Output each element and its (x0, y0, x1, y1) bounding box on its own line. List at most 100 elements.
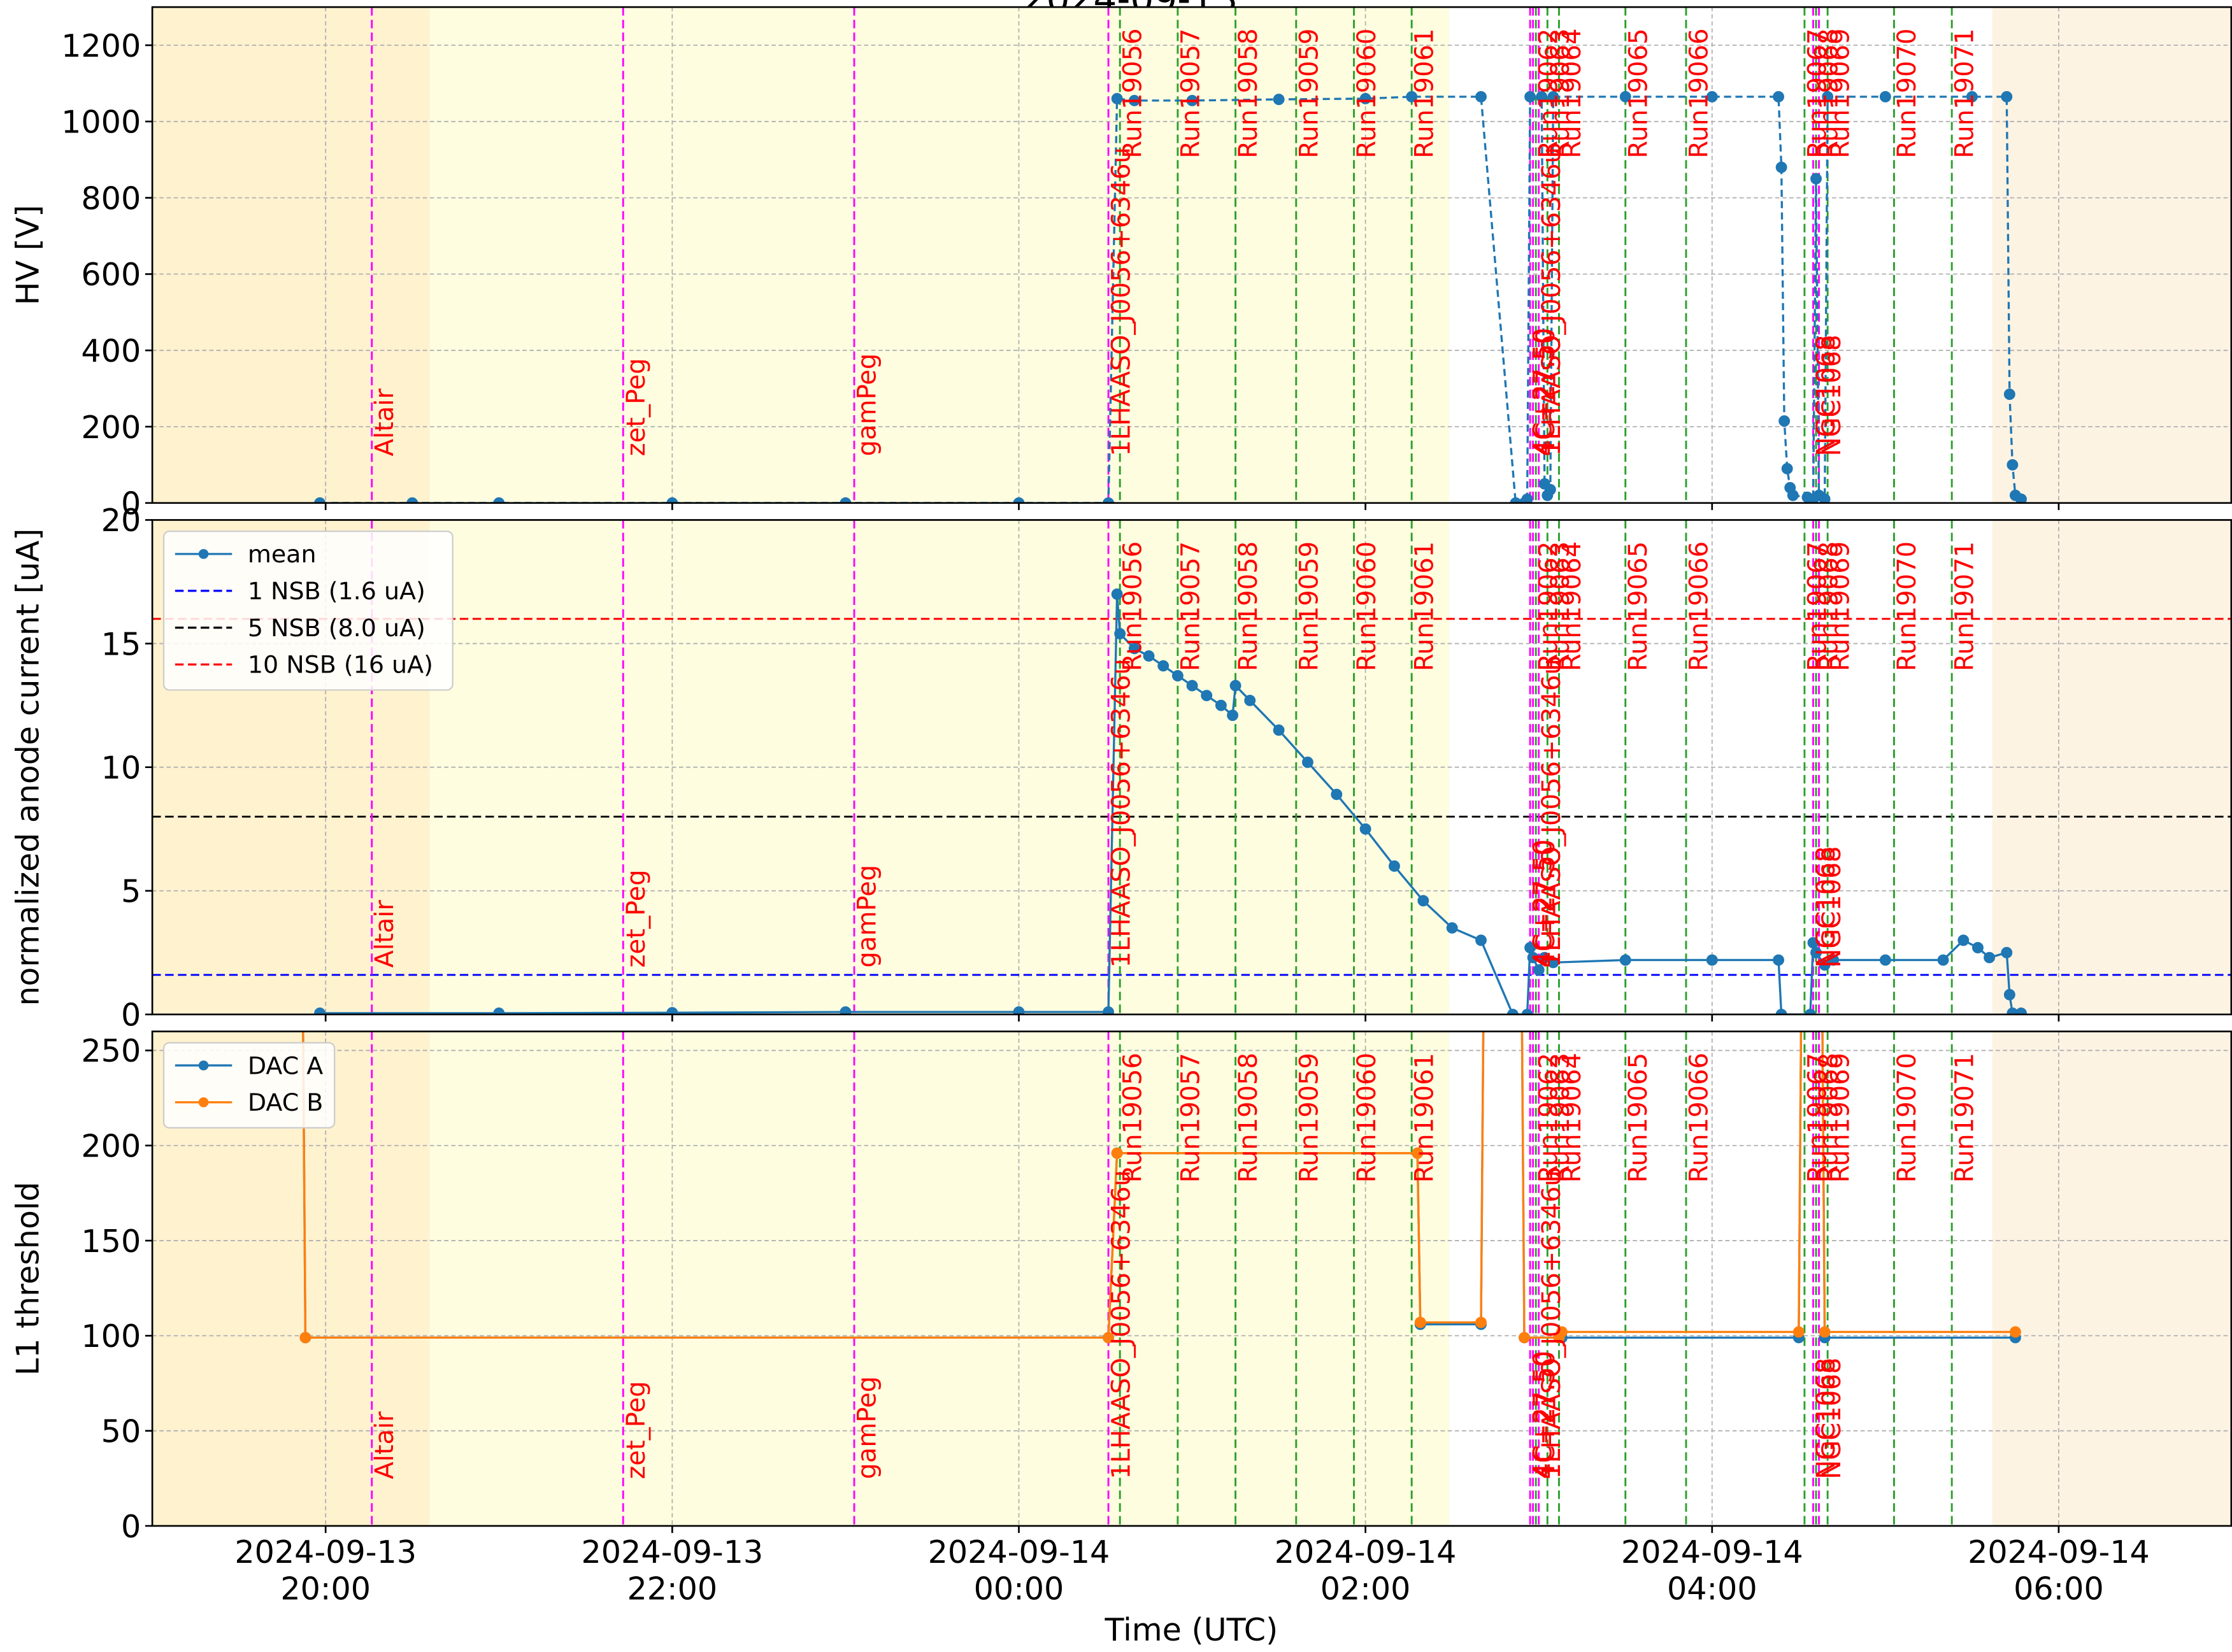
data-point (2007, 459, 2019, 471)
panel: Run19056 Run19057 Run19058 Run19059 Run19060… (152, 1031, 2232, 1527)
run-label: Run19071 (1950, 1053, 1980, 1183)
data-point (1781, 462, 1793, 474)
data-point (1229, 680, 1241, 692)
data-point (1787, 489, 1799, 501)
source-label: 4C+27.50 (1529, 839, 1558, 968)
run-label: Run19070 (1892, 541, 1922, 671)
data-point (1475, 934, 1487, 946)
run-label: Run19056 (1119, 1053, 1148, 1183)
data-point (2001, 90, 2013, 103)
data-point (1984, 951, 1996, 964)
y-axis-label: HV [V] (9, 205, 46, 306)
data-point (1547, 957, 1559, 969)
data-point (1544, 483, 1556, 495)
y-axis-label: L1 threshold (9, 1182, 46, 1376)
data-point (1792, 1326, 1805, 1338)
data-point (1302, 757, 1313, 768)
data-point (1972, 942, 1984, 953)
run-label: Run19068 (1814, 1053, 1843, 1183)
data-point (1828, 954, 1840, 966)
data-point (1524, 90, 1536, 103)
x-tick-label: 02:00 (1320, 1570, 1411, 1607)
run-label: Run19061 (1410, 541, 1440, 671)
y-tick-label: 600 (81, 256, 141, 293)
data-point (1619, 954, 1631, 966)
source-label: 1LHAASO_J0056+6346u (1537, 1170, 1566, 1479)
axes-frame (151, 6, 2232, 504)
data-point (1966, 90, 1978, 103)
data-point (1273, 724, 1285, 736)
data-point (1937, 954, 1949, 966)
y-tick-label: 10 (101, 750, 141, 787)
data-point (2009, 1326, 2021, 1338)
run-label: Run19059 (1294, 28, 1324, 158)
run-label: Run19056 (1119, 541, 1148, 671)
run-label: Run19065 (1624, 28, 1653, 158)
run-label: Run19059 (1294, 541, 1324, 671)
source-label: 1LHAASO_J0056+6346u (1106, 659, 1136, 967)
data-point (1775, 161, 1787, 173)
data-point (1475, 1316, 1487, 1328)
run-label: Run19057 (1176, 1053, 1205, 1183)
run-label: Run19070 (1892, 28, 1922, 158)
run-label: Run19063 (1546, 541, 1575, 671)
y-axis-label: normalized anode current [uA] (9, 529, 46, 1006)
y-tick-label: 0 (121, 997, 141, 1034)
data-point (1533, 964, 1545, 976)
run-label: Run19069 (1826, 28, 1856, 158)
run-label: Run19069 (1826, 541, 1856, 671)
data-point (493, 1008, 505, 1015)
data-point (1111, 588, 1123, 600)
source-label: NGC1068 (1817, 846, 1847, 968)
source-label: 4C+27.50 (1529, 1351, 1558, 1479)
legend-marker (198, 1060, 209, 1071)
data-point (1819, 493, 1831, 503)
run-label: Run19058 (1234, 1053, 1263, 1183)
x-tick-label: 20:00 (280, 1570, 371, 1607)
y-tick-label: 250 (81, 1032, 141, 1069)
data-point (1556, 1326, 1568, 1338)
data-point (1128, 643, 1140, 655)
data-point (1446, 922, 1458, 934)
data-point (1389, 860, 1400, 872)
data-point (1103, 1332, 1114, 1344)
data-point (1521, 1008, 1533, 1015)
data-point (1521, 493, 1533, 503)
data-point (2003, 988, 2015, 1000)
data-point (1201, 690, 1213, 701)
data-point (1706, 954, 1718, 966)
twilight-band (429, 7, 1450, 503)
data-point (1414, 1316, 1426, 1328)
legend-label: 5 NSB (8.0 uA) (248, 614, 426, 642)
axes-frame (151, 1030, 2232, 1527)
data-point (1114, 628, 1126, 639)
y-tick-label: 20 (101, 502, 141, 539)
source-label: NGC1068 (1817, 1358, 1847, 1479)
source-label: 4C+27.50 (1529, 328, 1558, 457)
run-label: Run19065 (1624, 541, 1653, 671)
run-label: Run19063 (1546, 1053, 1575, 1183)
legend: mean 1 NSB (1.6 uA) 5 NSB (8.0 uA) 10 NSB (… (162, 530, 454, 691)
legend: DAC A DAC B (162, 1042, 336, 1129)
data-point (840, 497, 852, 503)
y-tick-label: 15 (101, 625, 141, 662)
legend-label: DAC B (248, 1088, 324, 1116)
source-label: zet_Peg (622, 1381, 651, 1479)
data-point (1111, 1147, 1123, 1159)
x-tick-label: 22:00 (627, 1570, 717, 1607)
y-tick-label: 0 (121, 485, 141, 522)
panel: Run19056 Run19057 Run19058 Run19059 Run19060… (152, 520, 2232, 1015)
y-tick-label: 400 (81, 332, 141, 369)
x-tick-label: 2024-09-14 (1968, 1534, 2150, 1570)
data-point (1536, 90, 1548, 103)
source-label: zet_Peg (622, 869, 651, 967)
run-label: Run19058 (1234, 541, 1263, 671)
y-tick-label: 800 (81, 180, 141, 217)
run-label: Run19064 (1557, 541, 1587, 671)
data-point (1406, 90, 1418, 103)
run-label: Run19068 (1814, 541, 1843, 671)
run-label: Run19061 (1410, 28, 1440, 158)
data-point (1128, 94, 1140, 106)
x-tick-label: 2024-09-14 (1275, 1534, 1457, 1570)
